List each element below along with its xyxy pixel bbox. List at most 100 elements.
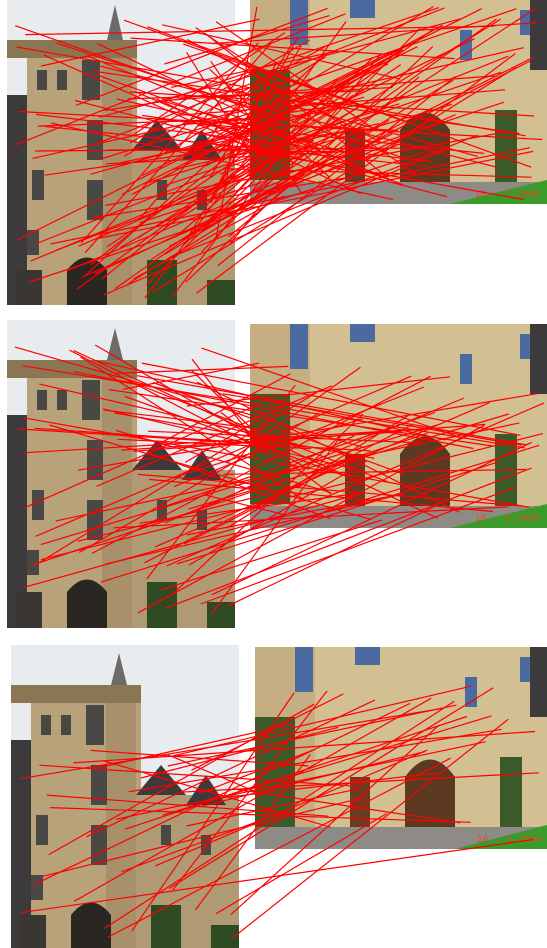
correspondence-line	[209, 68, 331, 179]
correspondence-line	[74, 99, 448, 198]
correspondence-line	[162, 715, 492, 816]
correspondence-line	[30, 432, 428, 567]
correspondence-line	[164, 174, 297, 255]
correspondence-line	[170, 50, 338, 88]
correspondence-line	[173, 386, 425, 488]
correspondence-line	[114, 412, 375, 459]
correspondence-line	[173, 685, 472, 757]
correspondence-line	[141, 114, 314, 142]
correspondence-line	[220, 51, 401, 150]
correspondence-line	[231, 718, 509, 939]
correspondence-line	[40, 423, 440, 546]
correspondence-line	[181, 120, 485, 154]
correspondence-line	[45, 125, 426, 167]
correspondence-line	[94, 150, 534, 240]
correspondence-line	[199, 144, 398, 220]
correspondence-line	[209, 43, 293, 178]
correspondence-line	[169, 413, 364, 597]
correspondence-line	[167, 754, 261, 795]
correspondence-line	[226, 168, 532, 178]
correspondence-line	[94, 133, 393, 275]
correspondence-line	[172, 690, 328, 891]
correspondence-line	[188, 413, 509, 510]
correspondence-line	[35, 113, 433, 163]
correspondence-line	[165, 467, 532, 609]
correspondence-line	[123, 43, 331, 157]
correspondence-line	[137, 94, 354, 239]
correspondence-line	[87, 55, 393, 181]
correspondence-line	[102, 759, 331, 828]
correspondence-line	[34, 702, 411, 885]
correspondence-line	[199, 751, 425, 808]
correspondence-line	[90, 749, 309, 767]
correspondence-line	[186, 52, 268, 181]
correspondence-line	[23, 428, 431, 454]
correspondence-line	[67, 160, 328, 272]
correspondence-line	[92, 176, 350, 219]
correspondence-line	[105, 493, 402, 565]
correspondence-line	[108, 149, 335, 153]
correspondence-line	[122, 362, 260, 390]
correspondence-line	[54, 152, 309, 252]
correspondence-line	[50, 807, 471, 823]
correspondence-line	[172, 77, 339, 296]
correspondence-line	[107, 757, 451, 938]
correspondence-line	[39, 383, 298, 445]
correspondence-line	[50, 122, 394, 201]
correspondence-line	[200, 486, 517, 605]
correspondence-line	[14, 346, 366, 449]
correspondence-line	[103, 149, 446, 296]
match-lines	[14, 6, 543, 299]
correspondence-line	[186, 493, 405, 536]
correspondence-line	[94, 344, 309, 470]
correspondence-line	[24, 404, 258, 509]
correspondence-line	[125, 715, 468, 830]
correspondence-line	[84, 43, 272, 254]
correspondence-line	[127, 90, 364, 100]
correspondence-line	[115, 741, 486, 820]
match-panel-1: 16 . 3.2006	[0, 0, 547, 310]
correspondence-line	[96, 360, 446, 441]
correspondence-line	[155, 402, 490, 548]
correspondence-line	[201, 125, 298, 231]
correspondence-line	[177, 418, 363, 477]
correspondence-line	[198, 749, 314, 794]
correspondence-line	[14, 13, 346, 146]
correspondence-line	[99, 65, 499, 169]
correspondence-line	[185, 46, 434, 283]
date-stamp: 16 . 3.2006	[475, 514, 541, 524]
correspondence-line	[16, 46, 526, 137]
correspondence-line	[103, 700, 455, 930]
match-lines	[20, 685, 539, 939]
correspondence-line	[86, 699, 376, 838]
correspondence-line	[215, 813, 387, 915]
correspondence-line	[140, 726, 339, 779]
correspondence-line	[98, 723, 292, 769]
correspondence-line	[75, 7, 328, 107]
correspondence-line	[34, 427, 276, 446]
correspondence-line	[201, 347, 463, 439]
correspondence-line	[146, 384, 296, 580]
correspondence-line	[98, 7, 445, 144]
correspondence-line	[29, 150, 428, 283]
correspondence-line	[73, 371, 474, 450]
correspondence-line	[39, 764, 363, 788]
correspondence-line	[32, 47, 524, 159]
correspondence-line	[17, 428, 371, 452]
date-stamp: 16 . 3.2006	[477, 835, 543, 845]
match-lines	[14, 344, 545, 615]
correspondence-line	[180, 772, 539, 793]
correspondence-line	[104, 409, 273, 431]
correspondence-line	[80, 42, 259, 244]
correspondence-line	[226, 366, 361, 463]
correspondence-line	[22, 365, 525, 449]
correspondence-line	[134, 91, 264, 146]
correspondence-line	[42, 796, 366, 877]
correspondence-line	[168, 687, 494, 890]
correspondence-line	[44, 129, 355, 176]
correspondence-line	[164, 18, 502, 228]
correspondence-line	[155, 749, 428, 867]
correspondence-line	[23, 417, 530, 508]
correspondence-line	[96, 385, 332, 487]
correspondence-line	[215, 21, 377, 132]
